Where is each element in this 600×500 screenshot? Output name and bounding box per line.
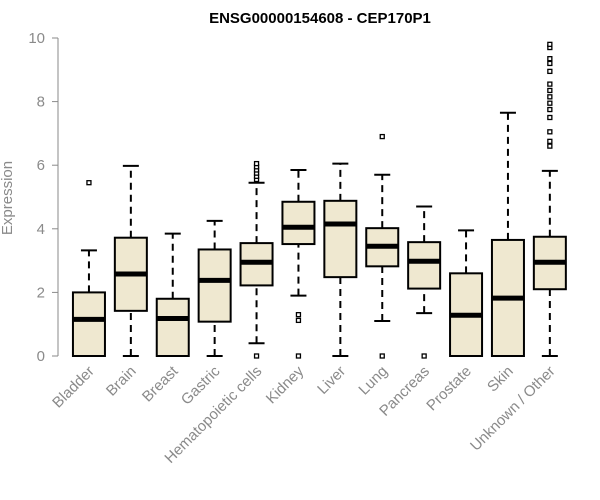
x-tick-label: Kidney: [263, 362, 308, 407]
y-tick-label: 2: [37, 284, 45, 301]
x-tick-label: Brain: [103, 363, 140, 400]
box-4: [239, 160, 274, 359]
x-tick-label: Liver: [314, 363, 349, 398]
x-tick-label: Lung: [355, 363, 391, 399]
outlier-point: [295, 312, 302, 318]
y-tick-label: 0: [37, 348, 45, 365]
outlier-point: [547, 87, 553, 94]
outlier-point: [547, 106, 553, 113]
outlier-point: [379, 353, 385, 359]
y-tick-label: 8: [37, 94, 45, 111]
outlier-point: [547, 100, 553, 106]
box-iqr: [155, 297, 190, 358]
outlier-point: [547, 60, 553, 67]
box-3: [197, 219, 232, 357]
box-9: [449, 229, 484, 358]
y-tick-label: 4: [37, 221, 45, 238]
box-iqr: [71, 291, 106, 357]
box-2: [155, 232, 190, 358]
boxes-group: [71, 41, 567, 359]
outlier-point: [547, 41, 553, 48]
box-iqr: [281, 200, 316, 246]
box-iqr: [407, 241, 442, 290]
y-tick-label: 10: [28, 30, 45, 47]
outlier-point: [253, 353, 260, 359]
outlier-point: [86, 180, 92, 186]
outlier-point: [547, 68, 553, 75]
x-tick-label: Prostate: [423, 363, 475, 415]
outlier-point: [295, 353, 302, 359]
outlier-point: [547, 129, 553, 135]
y-tick-label: 6: [37, 157, 45, 174]
box-6: [323, 162, 358, 357]
box-0: [71, 180, 106, 357]
box-8: [407, 205, 442, 359]
outlier-point: [253, 160, 260, 167]
box-1: [113, 164, 148, 357]
box-7: [365, 133, 400, 359]
outlier-point: [379, 133, 385, 140]
box-5: [281, 168, 316, 359]
outlier-point: [547, 94, 553, 100]
outlier-point: [547, 56, 553, 62]
y-axis-label: Expression: [0, 161, 16, 235]
chart-title: ENSG00000154608 - CEP170P1: [209, 10, 431, 27]
outlier-point: [547, 143, 553, 149]
box-iqr: [323, 199, 358, 279]
outlier-point: [295, 317, 302, 324]
box-iqr: [197, 248, 232, 323]
x-tick-label: Skin: [484, 363, 517, 396]
box-10: [490, 111, 525, 357]
outlier-point: [547, 81, 553, 87]
outlier-point: [547, 138, 553, 145]
y-axis: 0 2 4 6 8 10: [28, 30, 59, 365]
box-11: [532, 41, 567, 357]
outlier-point: [421, 353, 427, 359]
x-tick-label: Breast: [139, 362, 182, 405]
x-tick-label: Bladder: [49, 363, 98, 412]
outlier-point: [547, 114, 553, 121]
